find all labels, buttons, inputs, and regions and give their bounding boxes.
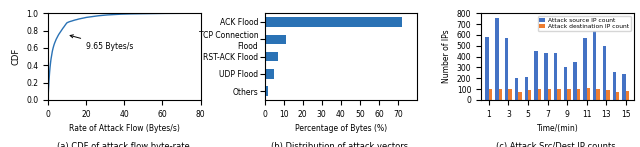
Bar xyxy=(548,89,551,100)
Y-axis label: Number of IPs: Number of IPs xyxy=(442,30,451,83)
Bar xyxy=(499,89,502,100)
Bar xyxy=(264,17,402,27)
Bar xyxy=(593,31,596,100)
Bar xyxy=(606,90,610,100)
Bar xyxy=(596,89,600,100)
Bar xyxy=(528,90,531,100)
Text: (a) CDF of attack flow byte-rate.: (a) CDF of attack flow byte-rate. xyxy=(56,142,192,147)
Bar xyxy=(518,92,522,100)
X-axis label: Rate of Attack Flow (Bytes/s): Rate of Attack Flow (Bytes/s) xyxy=(69,124,180,133)
Text: 9.65 Bytes/s: 9.65 Bytes/s xyxy=(70,35,134,51)
Bar xyxy=(264,86,268,96)
X-axis label: Percentage of Bytes (%): Percentage of Bytes (%) xyxy=(295,124,387,133)
Text: (c) Attack Src/Dest IP counts.: (c) Attack Src/Dest IP counts. xyxy=(496,142,618,147)
Y-axis label: CDF: CDF xyxy=(12,48,20,65)
Bar xyxy=(616,92,620,100)
X-axis label: Time/(min): Time/(min) xyxy=(536,124,578,133)
Bar xyxy=(264,69,274,79)
Bar xyxy=(622,74,626,100)
Bar xyxy=(612,72,616,100)
Bar xyxy=(508,89,512,100)
Bar xyxy=(626,91,629,100)
Bar xyxy=(538,89,541,100)
Bar xyxy=(489,89,492,100)
Text: (b) Distribution of attack vectors.: (b) Distribution of attack vectors. xyxy=(271,142,411,147)
Bar xyxy=(567,89,570,100)
Bar xyxy=(587,88,590,100)
Bar xyxy=(505,38,508,100)
Bar xyxy=(603,46,606,100)
Bar xyxy=(583,38,587,100)
Bar xyxy=(544,53,548,100)
Bar xyxy=(564,67,567,100)
Bar xyxy=(534,51,538,100)
Bar xyxy=(495,17,499,100)
Bar xyxy=(554,53,557,100)
Bar xyxy=(264,35,285,44)
Legend: Attack source IP count, Attack destination IP count: Attack source IP count, Attack destinati… xyxy=(538,16,630,31)
Bar xyxy=(264,52,278,61)
Bar xyxy=(573,62,577,100)
Bar xyxy=(577,89,580,100)
Bar xyxy=(557,89,561,100)
Bar xyxy=(525,77,528,100)
Bar xyxy=(486,37,489,100)
Bar xyxy=(515,78,518,100)
